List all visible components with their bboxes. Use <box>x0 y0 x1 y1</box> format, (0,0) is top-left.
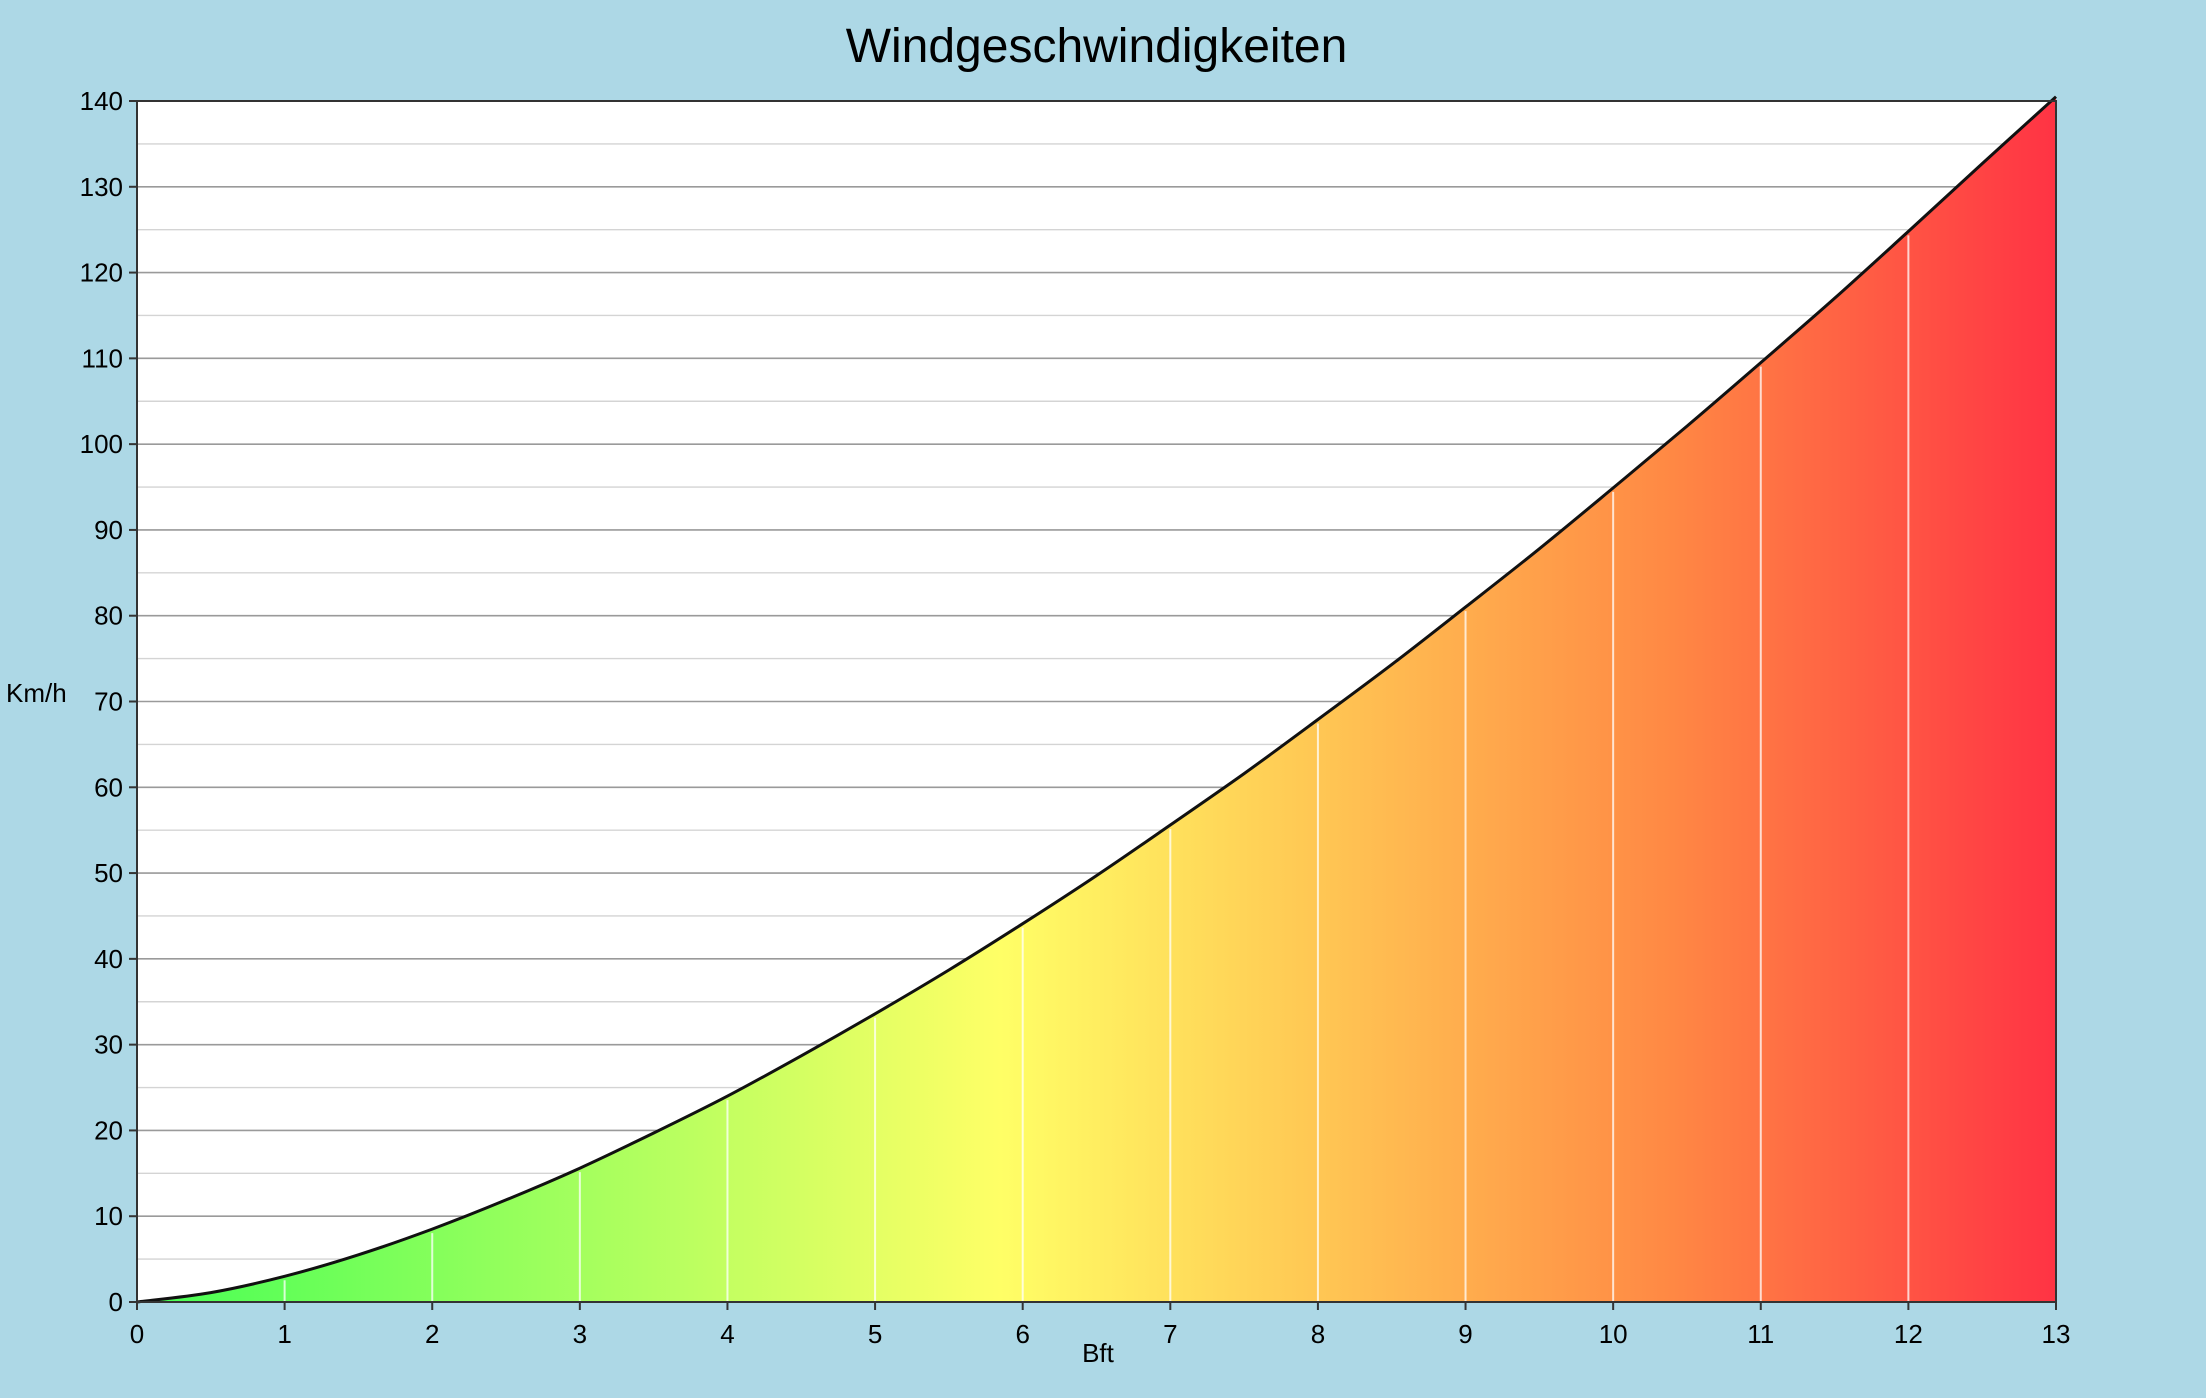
x-tick-label: 11 <box>1747 1319 1774 1349</box>
x-tick-label: 12 <box>1894 1319 1923 1349</box>
x-tick-label: 10 <box>1599 1319 1628 1349</box>
y-tick-label: 100 <box>80 429 123 459</box>
x-tick-label: 13 <box>2042 1319 2071 1349</box>
x-tick-label: 2 <box>425 1319 439 1349</box>
y-tick-label: 70 <box>94 687 123 717</box>
x-tick-label: 5 <box>868 1319 882 1349</box>
vertical-gridlines <box>283 235 1910 1302</box>
area-fill <box>137 96 2056 1303</box>
y-tick-label: 110 <box>82 343 123 373</box>
x-tick-label: 0 <box>130 1319 144 1349</box>
y-tick-label: 10 <box>94 1201 123 1231</box>
x-tick-label: 8 <box>1311 1319 1325 1349</box>
y-tick-label: 0 <box>109 1287 123 1317</box>
x-tick-label: 1 <box>277 1319 291 1349</box>
series-line <box>136 95 2058 1304</box>
y-tick-label: 120 <box>80 258 123 288</box>
y-axis-label: Km/h <box>6 678 67 708</box>
x-tick-label: 7 <box>1163 1319 1177 1349</box>
x-tick-label: 4 <box>720 1319 734 1349</box>
x-tick-label: 6 <box>1015 1319 1029 1349</box>
y-tick-label: 50 <box>94 858 123 888</box>
x-axis-ticks: 0 1 2 3 4 5 6 7 8 9 10 11 12 13 <box>130 1302 2071 1349</box>
chart-title: Windgeschwindigkeiten <box>846 20 1348 73</box>
y-tick-label: 30 <box>94 1030 123 1060</box>
y-tick-label: 40 <box>94 944 123 974</box>
y-tick-label: 60 <box>94 772 123 802</box>
y-axis-ticks: 0 10 20 30 40 50 60 70 80 90 100 110 120 130 140 <box>80 86 137 1317</box>
x-tick-label: 3 <box>573 1319 587 1349</box>
y-tick-label: 130 <box>80 172 123 202</box>
y-tick-label: 20 <box>94 1115 123 1145</box>
x-tick-label: 9 <box>1458 1319 1472 1349</box>
y-tick-label: 80 <box>94 601 123 631</box>
x-axis-label: Bft <box>1082 1338 1115 1368</box>
y-tick-label: 140 <box>80 86 123 116</box>
y-tick-label: 90 <box>94 515 123 545</box>
